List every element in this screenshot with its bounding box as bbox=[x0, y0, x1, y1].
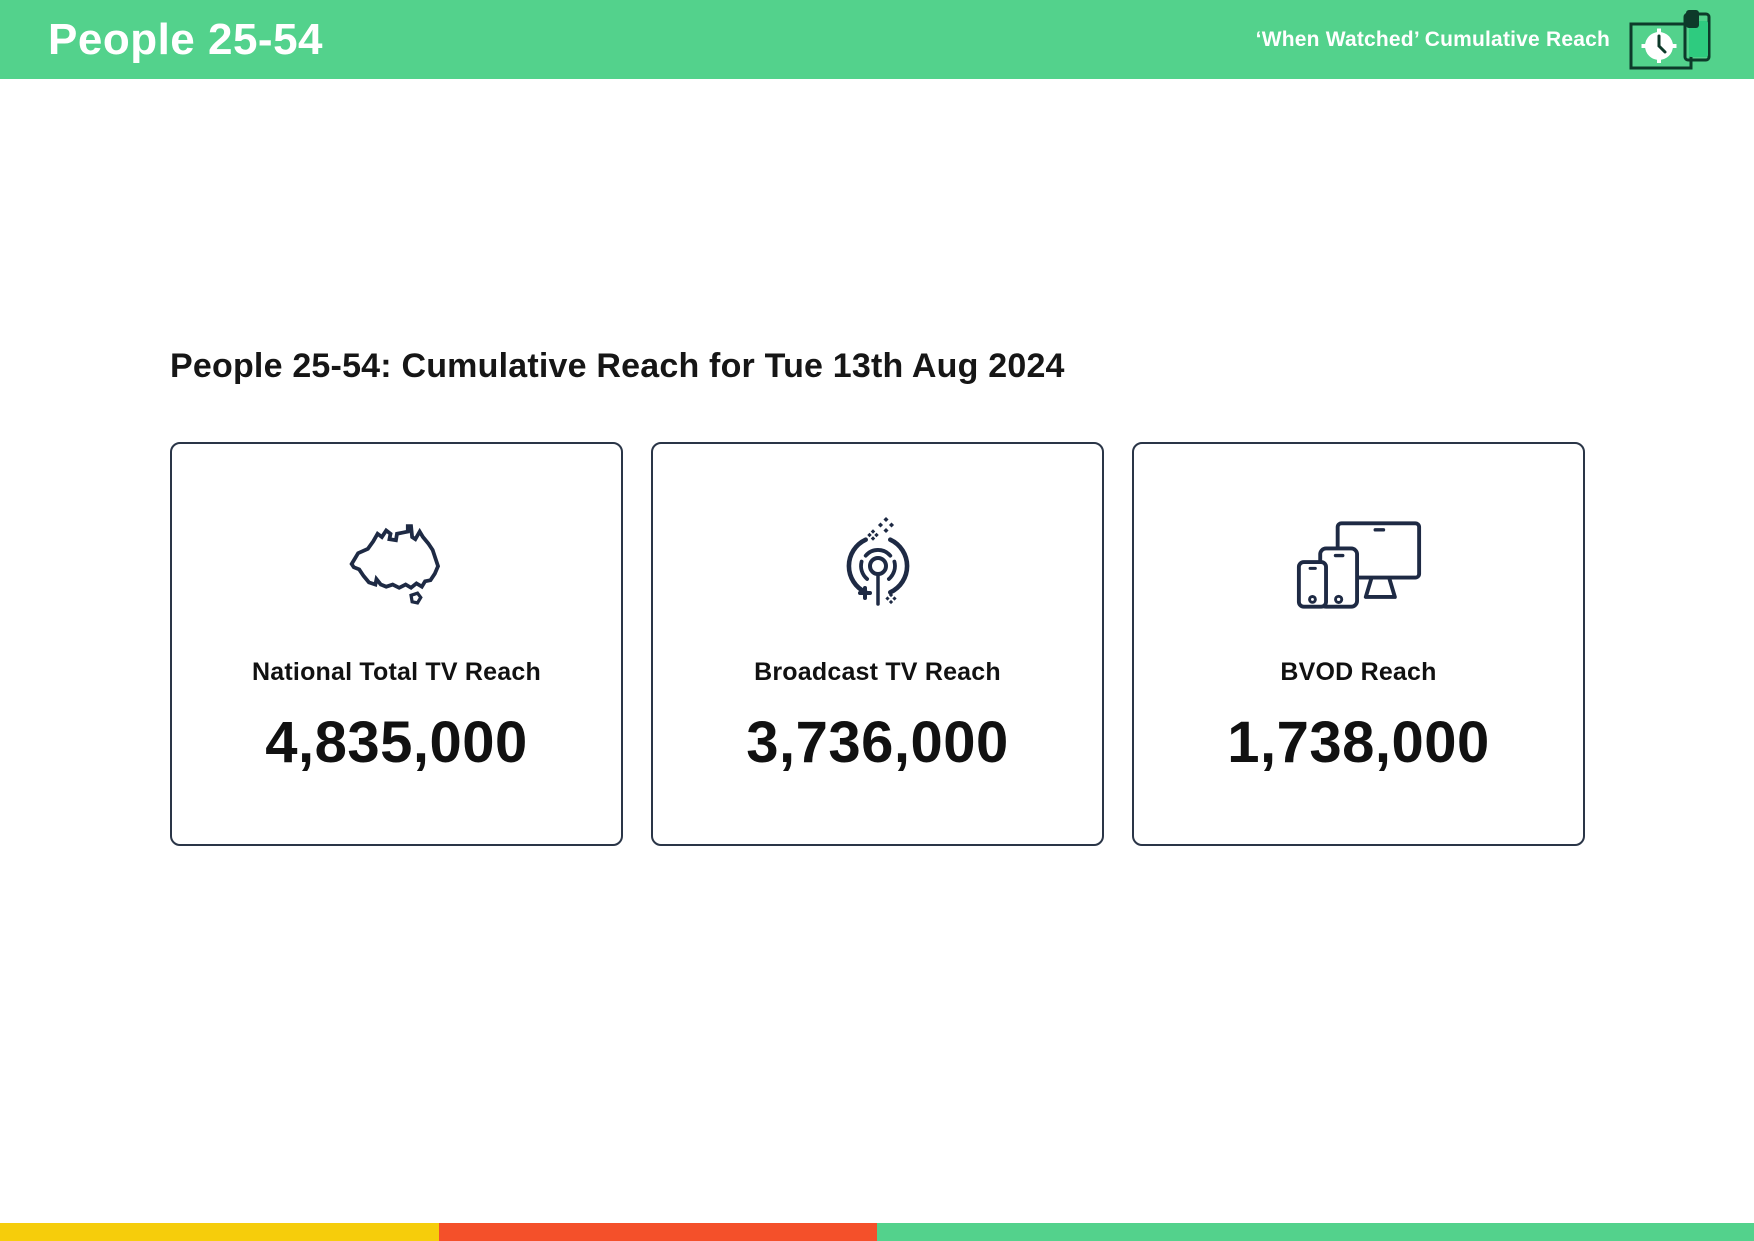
header-right: ‘When Watched’ Cumulative Reach bbox=[1256, 7, 1714, 73]
stripe-segment-yellow bbox=[0, 1223, 439, 1241]
devices-icon bbox=[1295, 512, 1423, 616]
stripe-segment-green bbox=[877, 1223, 1754, 1241]
card-label: BVOD Reach bbox=[1280, 658, 1437, 686]
stat-card-broadcast-tv: Broadcast TV Reach 3,736,000 bbox=[651, 442, 1104, 846]
card-value: 3,736,000 bbox=[746, 710, 1009, 775]
card-label: Broadcast TV Reach bbox=[754, 658, 1001, 686]
cards-row: National Total TV Reach 4,835,000 bbox=[170, 442, 1754, 846]
report-heading: People 25-54: Cumulative Reach for Tue 1… bbox=[170, 347, 1065, 385]
header-subtitle: ‘When Watched’ Cumulative Reach bbox=[1255, 27, 1610, 51]
tv-clock-phone-logo-icon bbox=[1628, 7, 1714, 73]
broadcast-antenna-icon bbox=[828, 512, 928, 616]
australia-map-icon bbox=[343, 512, 451, 616]
app-header: People 25-54 ‘When Watched’ Cumulative R… bbox=[0, 0, 1754, 79]
stripe-segment-red bbox=[438, 1223, 877, 1241]
stat-card-national-total-tv: National Total TV Reach 4,835,000 bbox=[170, 442, 623, 846]
card-label: National Total TV Reach bbox=[252, 658, 541, 686]
stat-card-bvod: BVOD Reach 1,738,000 bbox=[1132, 442, 1585, 846]
card-value: 1,738,000 bbox=[1227, 710, 1490, 775]
card-value: 4,835,000 bbox=[265, 710, 528, 775]
footer-stripe bbox=[0, 1223, 1754, 1241]
page-title: People 25-54 bbox=[48, 14, 324, 64]
